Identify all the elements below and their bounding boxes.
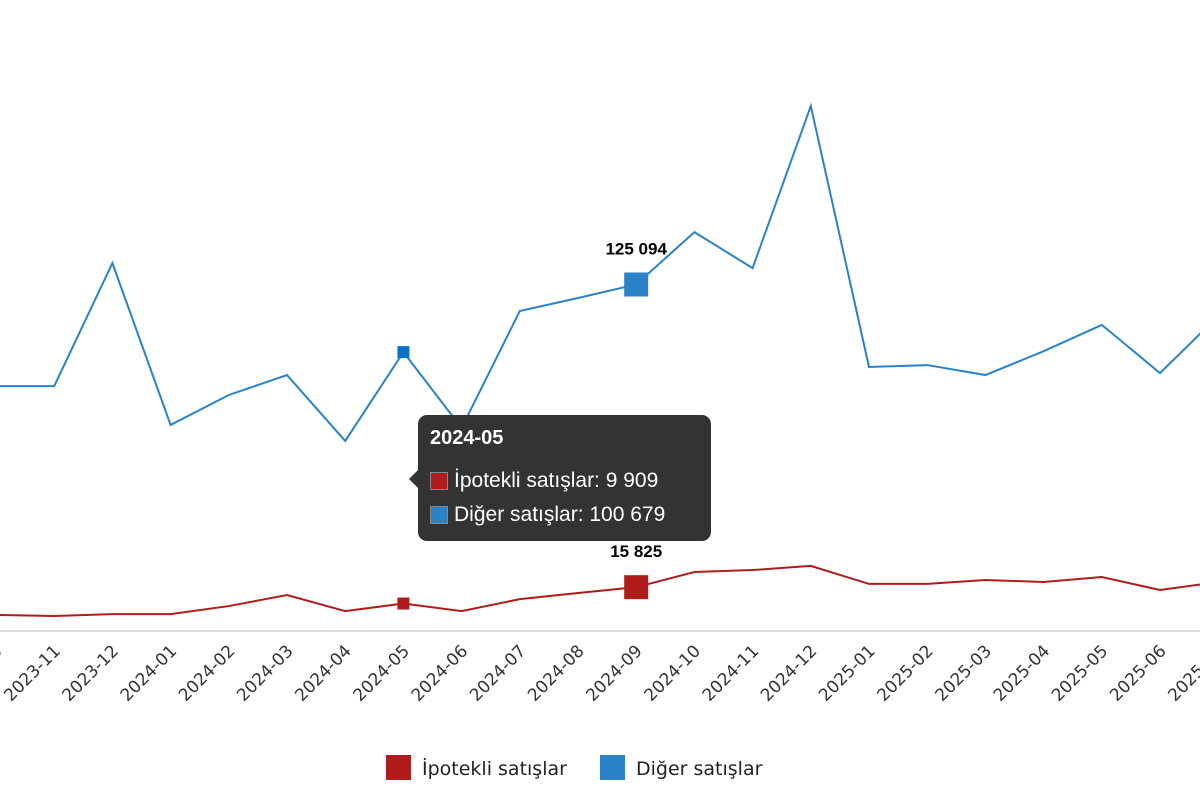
x-tick-label: 2024-08: [524, 641, 588, 705]
x-tick-label: 2024-02: [175, 641, 239, 705]
x-tick-label: 2025-04: [990, 641, 1054, 705]
series-line-0: [0, 564, 1200, 618]
x-tick-label: 2025-02: [873, 641, 937, 705]
x-tick-label: 2024-06: [408, 641, 472, 705]
x-tick-label: 2025-05: [1048, 641, 1112, 705]
x-tick-label: 2024-04: [291, 641, 355, 705]
x-tick-label: 2024-05: [350, 641, 414, 705]
x-tick-label: 2024-12: [757, 641, 821, 705]
x-tick-label: 2023-12: [59, 641, 123, 705]
tooltip-row-label: Diğer satışlar: 100 679: [454, 503, 666, 526]
data-point[interactable]: [624, 575, 649, 600]
x-tick-label: 2025-07: [1164, 641, 1200, 705]
x-tick-label: 2024-01: [117, 641, 181, 705]
swatch-icon: [430, 506, 448, 524]
legend-item-other[interactable]: Diğer satışlar: [600, 755, 763, 780]
tooltip-row-mortgage: İpotekli satışlar: 9 909: [430, 464, 699, 498]
data-point[interactable]: [397, 597, 410, 610]
x-tick-label: 2024-07: [466, 641, 530, 705]
tooltip-row-label: İpotekli satışlar: 9 909: [454, 469, 659, 492]
data-point[interactable]: [397, 346, 410, 359]
series-line-1: [0, 102, 1200, 443]
tooltip-row-other: Diğer satışlar: 100 679: [430, 498, 699, 532]
legend-label: Diğer satışlar: [636, 758, 763, 780]
x-tick-label: 2025-06: [1106, 641, 1170, 705]
data-label: 15 825: [610, 542, 662, 561]
x-tick-label: 2025-03: [932, 641, 996, 705]
x-tick-label: 2023-11: [0, 641, 64, 705]
x-tick-label: 2024-11: [699, 641, 763, 705]
legend: İpotekli satışlar Diğer satışlar: [386, 755, 763, 780]
x-tick-label: 2024-10: [641, 641, 705, 705]
tooltip-title: 2024-05: [430, 427, 504, 449]
data-point[interactable]: [624, 272, 649, 297]
data-label: 125 094: [605, 239, 667, 258]
x-tick-label: 2025-01: [815, 641, 879, 705]
swatch-icon: [430, 472, 448, 490]
x-tick-label: 2024-09: [582, 641, 646, 705]
tooltip: 2024-05 İpotekli satışlar: 9 909 Diğer s…: [409, 415, 711, 541]
legend-label: İpotekli satışlar: [422, 757, 567, 780]
legend-item-mortgage[interactable]: İpotekli satışlar: [386, 755, 567, 780]
x-tick-label: 2024-03: [233, 641, 297, 705]
